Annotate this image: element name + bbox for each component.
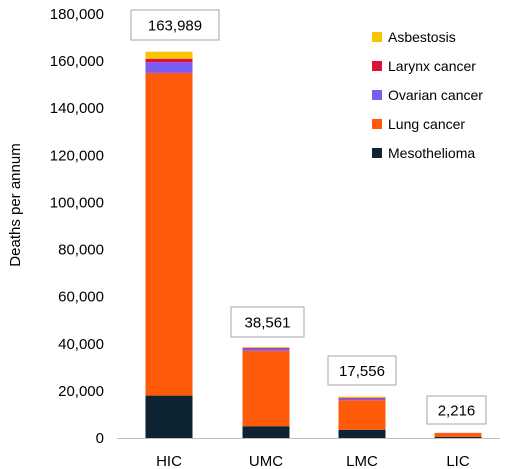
bar-segment-ovarian-cancer xyxy=(145,62,193,73)
x-axis-categories: HIC UMC LMC LIC xyxy=(156,453,470,469)
x-category-label: UMC xyxy=(249,453,283,469)
total-labels: 163,989 38,561 17,556 2,216 xyxy=(130,9,487,425)
legend-swatch xyxy=(372,119,382,129)
bar-segment-asbestosis xyxy=(242,347,290,348)
bar-segment-mesothelioma xyxy=(242,426,290,438)
bar-segment-asbestosis xyxy=(145,51,193,59)
y-tick-label: 100,000 xyxy=(50,194,104,211)
bar-segment-mesothelioma xyxy=(434,436,482,438)
bar-segment-larynx-cancer xyxy=(145,58,193,63)
y-tick-label: 40,000 xyxy=(58,336,104,353)
y-axis-title: Deaths per annum xyxy=(7,143,24,266)
legend: Asbestosis Larynx cancer Ovarian cancer Lun… xyxy=(372,29,483,161)
y-tick-label: 20,000 xyxy=(58,383,104,400)
legend-label: Larynx cancer xyxy=(388,58,476,74)
y-tick-label: 0 xyxy=(96,430,104,447)
bar-stacks xyxy=(145,51,482,438)
y-axis-title-group: Deaths per annum xyxy=(7,143,24,266)
bar-segment-mesothelioma xyxy=(145,395,193,438)
y-tick-label: 60,000 xyxy=(58,289,104,306)
legend-swatch xyxy=(372,148,382,158)
bar-segment-ovarian-cancer xyxy=(242,348,290,351)
y-tick-label: 140,000 xyxy=(50,100,104,117)
total-label-box xyxy=(327,355,397,386)
y-tick-label: 80,000 xyxy=(58,242,104,259)
x-category-label: HIC xyxy=(156,453,182,469)
y-tick-label: 160,000 xyxy=(50,53,104,70)
bar-segment-lung-cancer xyxy=(145,72,193,396)
y-tick-label: 120,000 xyxy=(50,147,104,164)
x-category-label: LMC xyxy=(346,453,378,469)
bar-segment-asbestosis xyxy=(338,396,386,398)
total-label: 38,561 xyxy=(245,315,291,332)
bar-segment-lung-cancer xyxy=(338,400,386,430)
bar-segment-larynx-cancer xyxy=(242,347,290,349)
x-category-label: LIC xyxy=(446,453,470,469)
total-label-box xyxy=(230,306,305,338)
legend-swatch xyxy=(372,90,382,100)
total-label: 2,216 xyxy=(438,403,476,420)
y-tick-label: 180,000 xyxy=(50,6,104,23)
total-label-box xyxy=(130,9,220,41)
total-label: 17,556 xyxy=(339,363,385,380)
bar-segment-lung-cancer xyxy=(242,350,290,427)
bar-segment-ovarian-cancer xyxy=(338,398,386,401)
total-label-box xyxy=(426,395,487,425)
legend-swatch xyxy=(372,32,382,42)
legend-swatch xyxy=(372,61,382,71)
bar-segment-larynx-cancer xyxy=(338,397,386,399)
legend-label: Mesothelioma xyxy=(388,145,475,161)
bar-segment-mesothelioma xyxy=(338,429,386,438)
bar-segment-lung-cancer xyxy=(434,433,482,437)
y-axis-ticks: 0 20,000 40,000 60,000 80,000 100,000 120,000 1… xyxy=(50,6,104,447)
legend-label: Ovarian cancer xyxy=(388,87,483,103)
legend-label: Asbestosis xyxy=(388,29,456,45)
total-label: 163,989 xyxy=(148,18,202,35)
legend-label: Lung cancer xyxy=(388,116,465,132)
